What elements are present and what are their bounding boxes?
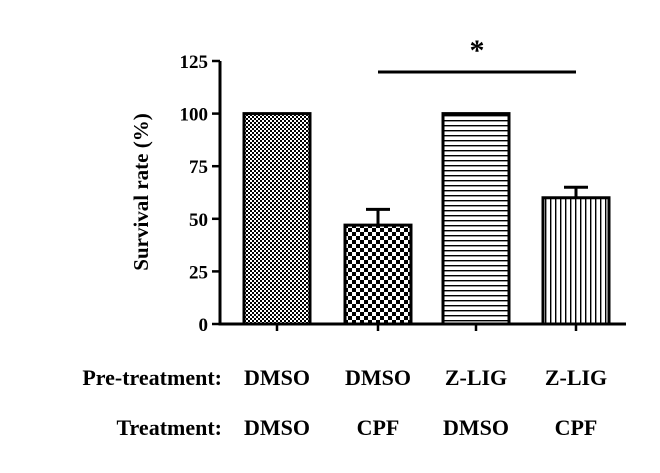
significance-star: * — [470, 34, 485, 67]
pretreatment-row-label: Pre-treatment: — [82, 365, 222, 390]
y-tick-label-50: 50 — [189, 210, 208, 231]
y-axis: 0 25 50 75 100 125 — [180, 52, 626, 336]
pretreatment-label-3: Z-LIG — [445, 365, 507, 390]
significance-annotation: * — [378, 34, 576, 74]
bar-3 — [441, 112, 511, 326]
y-tick-label-75: 75 — [189, 157, 208, 178]
y-axis-title: Survival rate (%) — [129, 113, 153, 270]
bar-2 — [343, 223, 413, 326]
error-bar-2 — [366, 207, 390, 226]
treatment-label-3: DMSO — [443, 415, 509, 440]
pretreatment-label-4: Z-LIG — [545, 365, 607, 390]
pretreatment-label-1: DMSO — [244, 365, 310, 390]
treatment-label-4: CPF — [555, 415, 598, 440]
treatment-label-2: CPF — [357, 415, 400, 440]
y-tick-label-100: 100 — [180, 105, 209, 126]
category-labels: DMSO DMSO DMSO CPF Z-LIG DMSO Z-LIG CPF — [244, 365, 607, 440]
bar-1 — [242, 112, 312, 326]
error-bar-4 — [564, 185, 588, 198]
treatment-label-1: DMSO — [244, 415, 310, 440]
bar-4 — [541, 196, 611, 326]
y-tick-label-25: 25 — [189, 262, 208, 283]
treatment-row-label: Treatment: — [117, 415, 222, 440]
error-bars-layer — [366, 185, 588, 226]
pretreatment-label-2: DMSO — [345, 365, 411, 390]
y-tick-label-0: 0 — [199, 315, 209, 336]
bars-layer — [242, 112, 611, 331]
y-tick-label-125: 125 — [180, 52, 209, 73]
